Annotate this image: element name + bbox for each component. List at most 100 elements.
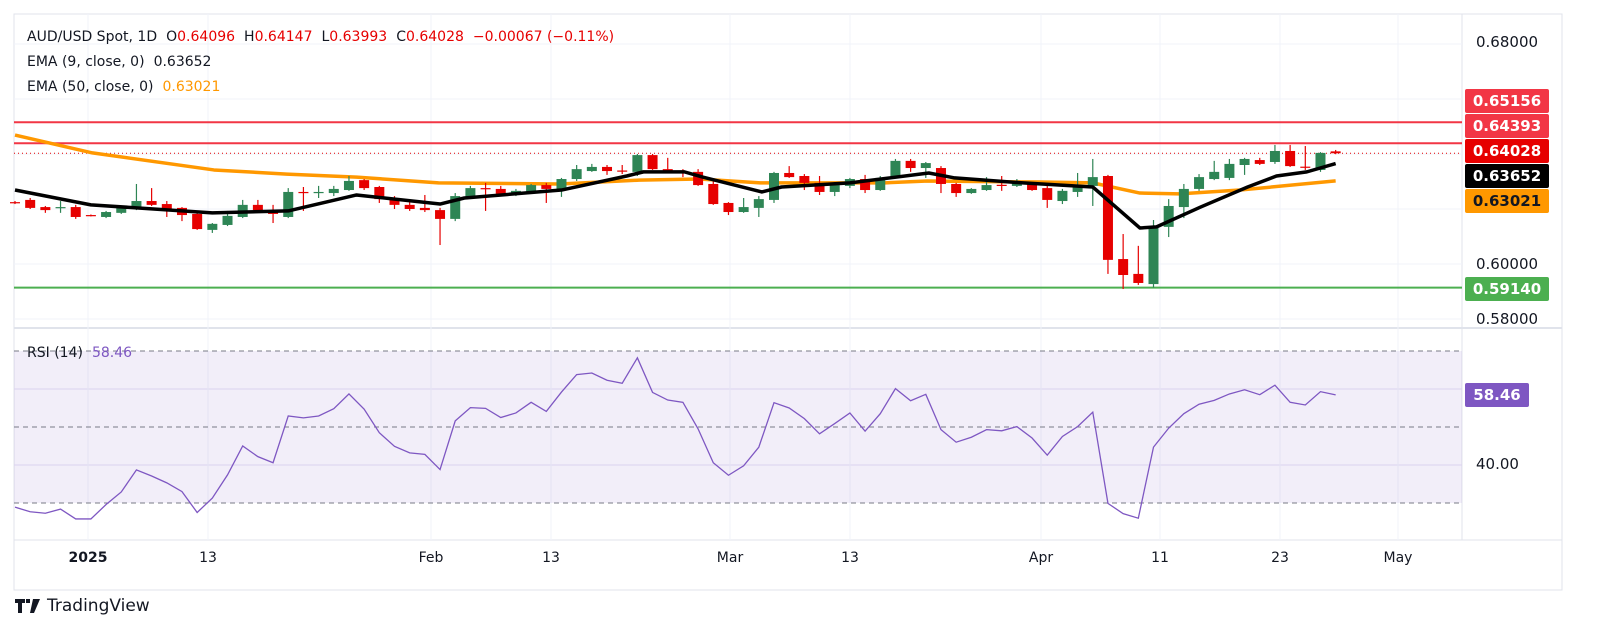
candle <box>435 207 446 246</box>
time-tick: 13 <box>199 550 217 566</box>
candle <box>1194 174 1205 191</box>
last-price-tag: 0.64028 <box>1465 139 1549 163</box>
candle-body <box>1057 190 1068 202</box>
candle-body <box>556 179 567 191</box>
candlestick-series <box>10 144 1341 290</box>
price-tick: 0.58000 <box>1476 310 1539 328</box>
candle-body <box>617 170 628 172</box>
candle-body <box>313 191 324 194</box>
candle-body <box>586 166 597 172</box>
candle-body <box>510 190 521 194</box>
candle-body <box>283 191 294 217</box>
candle-body <box>10 202 20 204</box>
rsi-legend[interactable]: RSI (14) 58.46 <box>27 344 132 362</box>
candle <box>1269 144 1280 164</box>
candle-body <box>1330 151 1341 154</box>
candle <box>268 204 279 224</box>
candle <box>1148 220 1159 288</box>
candle <box>860 174 871 194</box>
candle-body <box>1118 259 1129 275</box>
candle-body <box>25 199 36 208</box>
candle-body <box>389 198 400 205</box>
candle-body <box>875 177 886 191</box>
time-tick: May <box>1383 550 1413 566</box>
ema9-legend[interactable]: EMA (9, close, 0) 0.63652 <box>27 53 211 71</box>
candle-body <box>966 188 977 194</box>
candle <box>70 204 81 219</box>
high-value: 0.64147 <box>254 29 313 45</box>
candle <box>374 185 385 203</box>
candle-body <box>526 185 537 192</box>
rsi-value: 58.46 <box>91 345 133 361</box>
candle-body <box>1148 226 1159 285</box>
candle-body <box>40 207 51 211</box>
candle-body <box>480 188 491 190</box>
candle-body <box>207 223 218 230</box>
candle-body <box>328 188 339 194</box>
candle-body <box>116 207 127 213</box>
ema50-legend[interactable]: EMA (50, close, 0) 0.63021 <box>27 78 220 96</box>
candle <box>617 165 628 175</box>
candle <box>1209 160 1220 181</box>
candle <box>313 185 324 198</box>
brand-name: TradingView <box>47 596 150 616</box>
candle <box>996 176 1007 191</box>
change-value: −0.00067 (−0.11%) <box>472 29 615 45</box>
candle-body <box>1285 150 1296 167</box>
candle <box>192 210 203 230</box>
candle-body <box>981 185 992 191</box>
candle-body <box>708 183 719 205</box>
candle-body <box>161 204 172 209</box>
candle-body <box>1239 158 1250 165</box>
candle-body <box>85 215 96 217</box>
chart-frame <box>13 13 1563 591</box>
candle-body <box>435 210 446 219</box>
candle-body <box>465 188 476 197</box>
candle <box>1285 144 1296 167</box>
candle-body <box>222 215 233 225</box>
time-tick: 11 <box>1151 550 1169 566</box>
candle-body <box>571 169 582 180</box>
candle-body <box>1133 273 1144 283</box>
candle-body <box>905 160 916 169</box>
candle <box>905 158 916 172</box>
grid-lines <box>14 14 1462 540</box>
candle-body <box>101 212 112 217</box>
candle <box>935 166 946 194</box>
candle-body <box>890 160 901 178</box>
candle <box>602 165 613 175</box>
time-tick: Apr <box>1028 550 1054 566</box>
candle-body <box>602 166 613 172</box>
candle <box>920 161 931 178</box>
candle <box>237 199 248 219</box>
symbol-legend: AUD/USD Spot, 1D O0.64096 H0.64147 L0.63993… <box>27 28 614 46</box>
candle <box>359 179 370 191</box>
candle-body <box>1194 177 1205 189</box>
candle <box>571 165 582 181</box>
candle-body <box>1300 166 1311 168</box>
candle-body <box>799 176 810 183</box>
candle-body <box>192 213 203 230</box>
candle <box>586 163 597 172</box>
candle-body <box>1178 188 1189 208</box>
candle <box>146 188 157 206</box>
price-tick: 0.68000 <box>1476 33 1539 51</box>
candle <box>85 214 96 217</box>
candle-body <box>1254 160 1265 164</box>
tradingview-logo[interactable]: TradingView <box>15 596 150 616</box>
high-label: H <box>244 29 255 45</box>
candle <box>890 158 901 178</box>
open-label: O <box>166 29 178 45</box>
candle-body <box>1269 150 1280 162</box>
candle-body <box>1315 152 1326 170</box>
resistance-tag-upper: 0.65156 <box>1465 89 1549 113</box>
candle-body <box>1042 188 1053 200</box>
candle-body <box>784 172 795 178</box>
candle-body <box>1163 205 1174 227</box>
candle-body <box>419 207 430 211</box>
ema9-series <box>14 161 1337 230</box>
candle <box>1163 199 1174 238</box>
candle <box>328 185 339 197</box>
candle-body <box>753 199 764 208</box>
